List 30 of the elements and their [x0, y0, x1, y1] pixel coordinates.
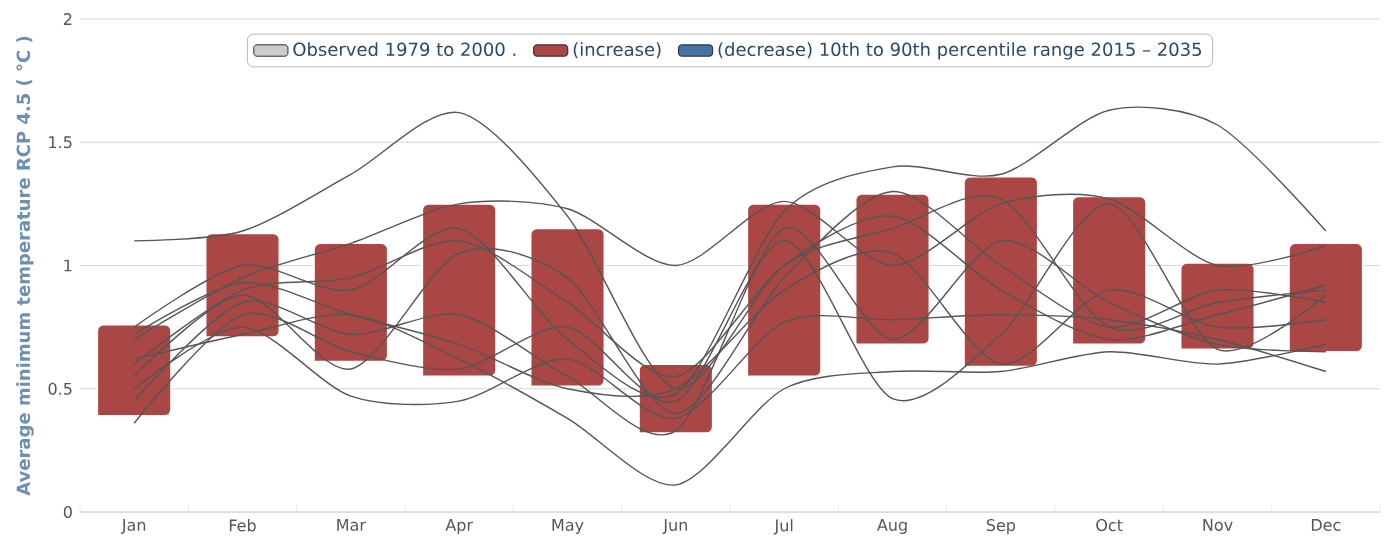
bar	[1071, 195, 1147, 346]
y-tick-label: 2	[63, 13, 72, 25]
bar	[854, 193, 931, 346]
legend-label: (increase)	[573, 42, 661, 59]
legend-label: Observed 1979 to 2000 .	[293, 42, 516, 57]
bar	[963, 175, 1039, 368]
y-tick-label: 1.5	[49, 136, 72, 149]
bar	[529, 227, 606, 388]
x-tick-label: Sep	[986, 519, 1016, 535]
bar	[96, 323, 172, 417]
bar	[1288, 242, 1364, 353]
x-tick-label: Feb	[229, 519, 256, 532]
y-axis-title: Average minimum temperature RCP 4.5 ( °C )	[16, 36, 34, 496]
x-tick-label: Nov	[1203, 519, 1233, 531]
y-tick-label: 0	[63, 505, 72, 519]
bar	[421, 203, 497, 378]
x-tick-label: Jan	[121, 519, 146, 534]
y-tick-label: 1	[64, 259, 72, 272]
x-tick-label: Jun	[662, 519, 687, 534]
x-tick-label: Oct	[1096, 519, 1123, 532]
y-tick-label: 0.5	[48, 382, 72, 395]
x-tick-label: Jul	[773, 519, 793, 535]
x-tick-label: Mar	[337, 519, 366, 531]
x-tick-label: Aug	[877, 519, 907, 535]
bar	[746, 203, 822, 378]
x-tick-label: Apr	[445, 519, 474, 535]
bar	[313, 242, 389, 363]
x-tick-label: May	[552, 519, 584, 535]
x-tick-label: Dec	[1311, 519, 1341, 531]
legend-label: (decrease) 10th to 90th percentile range 2015 – 2035	[718, 42, 1201, 60]
